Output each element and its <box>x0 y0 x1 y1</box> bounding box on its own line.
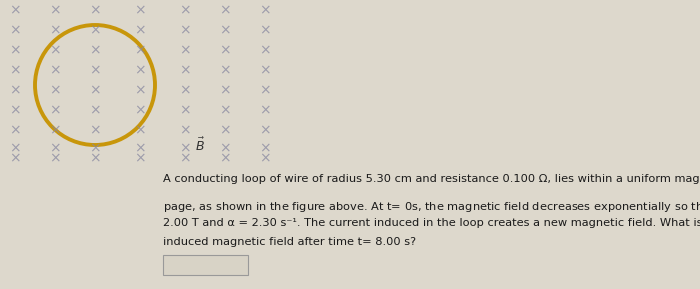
Text: ×: × <box>49 141 61 155</box>
Text: ×: × <box>179 123 191 137</box>
Text: ×: × <box>134 103 146 117</box>
Text: ×: × <box>89 63 101 77</box>
Text: ×: × <box>49 63 61 77</box>
Text: ×: × <box>259 23 271 37</box>
Text: ×: × <box>89 123 101 137</box>
Text: ×: × <box>49 123 61 137</box>
Text: ×: × <box>259 63 271 77</box>
Text: ×: × <box>134 83 146 97</box>
Text: ×: × <box>219 123 231 137</box>
Text: ×: × <box>134 63 146 77</box>
Text: ×: × <box>134 123 146 137</box>
Text: ×: × <box>219 63 231 77</box>
Text: ×: × <box>49 43 61 57</box>
Text: ×: × <box>219 141 231 155</box>
Text: ×: × <box>219 23 231 37</box>
Text: ×: × <box>89 83 101 97</box>
Text: ×: × <box>89 103 101 117</box>
Text: ×: × <box>9 123 21 137</box>
Text: ×: × <box>134 43 146 57</box>
Text: ×: × <box>9 63 21 77</box>
Text: ×: × <box>9 43 21 57</box>
Text: ×: × <box>9 151 21 165</box>
Text: ×: × <box>179 103 191 117</box>
Text: ×: × <box>49 83 61 97</box>
Text: ×: × <box>259 123 271 137</box>
Text: ×: × <box>134 141 146 155</box>
Text: ×: × <box>89 151 101 165</box>
Text: ×: × <box>49 3 61 17</box>
Text: ×: × <box>49 103 61 117</box>
Text: ×: × <box>9 3 21 17</box>
Text: ×: × <box>89 3 101 17</box>
Text: ×: × <box>134 151 146 165</box>
Text: ×: × <box>9 23 21 37</box>
Text: page, as shown in the figure above. At t= 0s, the magnetic field decreases expon: page, as shown in the figure above. At t… <box>163 198 700 216</box>
Bar <box>163 255 248 275</box>
Text: ×: × <box>89 141 101 155</box>
Text: ×: × <box>179 3 191 17</box>
Text: ×: × <box>89 23 101 37</box>
Text: 2.00 T and α = 2.30 s⁻¹. The current induced in the loop creates a new magnetic : 2.00 T and α = 2.30 s⁻¹. The current ind… <box>163 218 700 228</box>
Text: $\vec{B}$: $\vec{B}$ <box>195 136 205 154</box>
Text: ×: × <box>179 23 191 37</box>
Text: ×: × <box>179 63 191 77</box>
Text: ×: × <box>134 23 146 37</box>
Text: ×: × <box>9 83 21 97</box>
Text: ×: × <box>134 3 146 17</box>
Text: ×: × <box>179 141 191 155</box>
Text: ×: × <box>49 151 61 165</box>
Text: ×: × <box>219 43 231 57</box>
Text: ×: × <box>179 43 191 57</box>
Text: ×: × <box>259 103 271 117</box>
Text: ×: × <box>259 43 271 57</box>
Text: ×: × <box>9 141 21 155</box>
Text: ×: × <box>219 151 231 165</box>
Text: ×: × <box>219 3 231 17</box>
Text: ×: × <box>259 141 271 155</box>
Text: ×: × <box>89 43 101 57</box>
Text: A conducting loop of wire of radius 5.30 cm and resistance 0.100 Ω, lies within : A conducting loop of wire of radius 5.30… <box>163 174 700 184</box>
Text: induced magnetic field after time t= 8.00 s?: induced magnetic field after time t= 8.0… <box>163 237 416 247</box>
Text: ×: × <box>49 23 61 37</box>
Text: ×: × <box>259 3 271 17</box>
Text: ×: × <box>179 151 191 165</box>
Text: ×: × <box>219 83 231 97</box>
Text: ×: × <box>9 103 21 117</box>
Text: ×: × <box>259 151 271 165</box>
Text: ×: × <box>259 83 271 97</box>
Text: ×: × <box>219 103 231 117</box>
Text: ×: × <box>179 83 191 97</box>
